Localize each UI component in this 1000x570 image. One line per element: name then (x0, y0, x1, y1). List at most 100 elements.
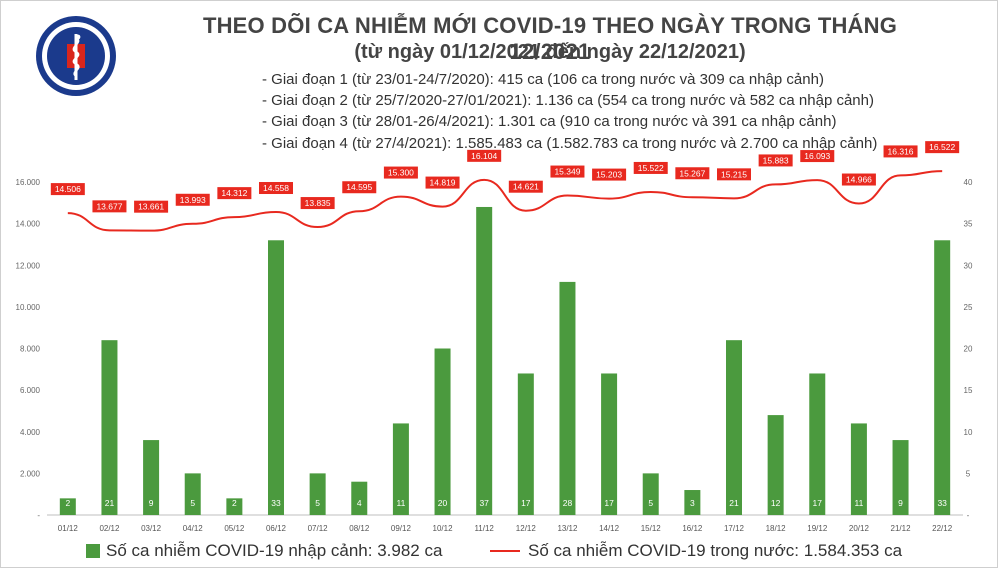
x-axis-tick-label: 14/12 (599, 524, 620, 533)
line-label-box (758, 154, 793, 167)
bar-imported-17/12 (726, 340, 742, 515)
line-value-label: 13.835 (305, 198, 331, 208)
bar-imported-20/12 (850, 423, 867, 515)
line-value-label: 15.522 (638, 163, 664, 173)
bar-imported-03/12 (143, 440, 160, 515)
x-axis-tick-label: 06/12 (266, 524, 287, 533)
bar-value-label: 11 (854, 498, 863, 508)
line-label-box (259, 182, 293, 195)
bar-value-label: 17 (521, 498, 531, 508)
bar-value-label: 4 (357, 498, 362, 508)
legend-label-domestic: Số ca nhiễm COVID-19 trong nước: 1.584.3… (528, 541, 903, 560)
y-left-tick-label: 2.000 (20, 469, 41, 478)
chart-title: THEO DÕI CA NHIỄM MỚI COVID-19 THEO NGÀY… (202, 13, 898, 64)
line-label-box (425, 176, 460, 189)
legend-item-imported: Số ca nhiễm COVID-19 nhập cảnh: 3.982 ca (86, 541, 442, 561)
bar-imported-15/12 (642, 473, 659, 515)
x-axis-tick-label: 05/12 (224, 524, 245, 533)
y-right-tick-label: 25 (964, 303, 973, 312)
x-axis-tick-label: 15/12 (641, 524, 662, 533)
bar-value-label: 2 (65, 498, 70, 508)
x-axis-tick-label: 22/12 (932, 524, 953, 533)
line-value-label: 13.677 (96, 201, 122, 211)
x-axis-tick-label: 11/12 (474, 524, 494, 533)
bar-imported-05/12 (226, 498, 243, 515)
line-value-label: 14.966 (846, 175, 872, 185)
line-value-label: 15.203 (596, 170, 622, 180)
bar-value-label: 20 (438, 498, 448, 508)
ministry-of-health-logo (36, 16, 116, 96)
line-value-label: 14.312 (221, 188, 247, 198)
x-axis-tick-label: 03/12 (141, 524, 162, 533)
bar-imported-06/12 (268, 240, 284, 515)
y-left-tick-label: 8.000 (20, 345, 41, 354)
bar-value-label: 9 (149, 498, 154, 508)
line-value-label: 15.883 (763, 155, 789, 165)
y-left-tick-label: - (37, 511, 40, 520)
line-label-box (592, 168, 627, 181)
line-value-label: 14.819 (430, 178, 456, 188)
x-axis-tick-label: 10/12 (433, 524, 454, 533)
line-label-box (175, 193, 210, 206)
line-label-box (383, 166, 418, 179)
bar-value-label: 21 (729, 498, 739, 508)
y-left-tick-label: 6.000 (20, 386, 41, 395)
x-axis-tick-label: 04/12 (183, 524, 204, 533)
line-series-domestic-cases: 14.506 13.677 13.661 13.993 14.312 14.558 13.8… (50, 141, 960, 232)
x-axis-tick-label: 16/12 (682, 524, 703, 533)
bar-imported-11/12 (476, 206, 493, 515)
bar-imported-21/12 (892, 440, 909, 515)
phase-3-text: - Giai đoạn 3 (từ 28/01-26/4/2021): 1.30… (262, 113, 837, 131)
chart-subtitle: (từ ngày 01/12/2021 đến ngày 22/12/2021) (354, 41, 746, 63)
line-value-label: 15.300 (388, 168, 414, 178)
x-axis-tick-label: 01/12 (58, 524, 79, 533)
phase-4-text: - Giai đoạn 4 (từ 27/4/2021): 1.585.483 … (262, 134, 878, 152)
bar-value-label: 5 (190, 498, 195, 508)
line-value-label: 15.215 (721, 169, 747, 179)
y-right-tick-label: 20 (964, 345, 973, 354)
chart-legend: Số ca nhiễm COVID-19 nhập cảnh: 3.982 ca… (86, 541, 966, 565)
bar-value-label: 33 (937, 498, 947, 508)
line-value-label: 16.522 (929, 142, 955, 152)
line-label-box (92, 200, 127, 213)
line-value-label: 14.595 (346, 182, 372, 192)
x-axis-tick-label: 20/12 (849, 524, 870, 533)
line-label-box (467, 149, 502, 162)
line-label-box (134, 200, 169, 213)
legend-swatch-bar (86, 544, 100, 558)
bar-imported-04/12 (184, 473, 201, 515)
line-value-label: 15.267 (679, 168, 705, 178)
x-axis-tick-label: 12/12 (516, 524, 537, 533)
line-value-label: 13.993 (180, 195, 206, 205)
x-axis-ticks: 01/12 02/12 03/12 04/12 05/12 06/12 07/12 08/12… (58, 524, 953, 533)
line-domestic-path (67, 170, 943, 232)
bar-value-label: 37 (479, 498, 489, 508)
y-left-tick-label: 14.000 (16, 220, 41, 229)
bar-value-label: 5 (315, 498, 320, 508)
line-value-label: 16.316 (888, 146, 914, 156)
phase-summary-list: - Giai đoạn 1 (từ 23/01-24/7/2020): 415 … (262, 69, 877, 154)
x-axis-tick-label: 21/12 (891, 524, 912, 533)
line-label-box (342, 181, 377, 194)
bar-imported-19/12 (809, 373, 826, 515)
bar-imported-12/12 (517, 373, 534, 515)
bar-value-label: 5 (648, 498, 653, 508)
y-right-tick-label: - (967, 511, 970, 520)
line-value-label: 16.093 (804, 151, 830, 161)
line-value-label: 15.349 (554, 167, 580, 177)
y-left-tick-label: 10.000 (16, 303, 41, 312)
y-right-tick-label: 30 (964, 261, 973, 270)
line-label-box (217, 187, 252, 200)
y-right-tick-label: 10 (964, 428, 973, 437)
line-label-box (717, 168, 751, 181)
x-axis-tick-label: 07/12 (308, 524, 329, 533)
bar-value-label: 17 (813, 498, 823, 508)
bar-value-label: 12 (771, 498, 781, 508)
bar-value-label: 2 (232, 498, 237, 508)
bar-imported-07/12 (309, 473, 326, 515)
bar-imported-18/12 (767, 415, 784, 515)
bar-value-label: 11 (396, 498, 405, 508)
y-right-tick-label: 15 (964, 386, 973, 395)
line-label-box (50, 183, 85, 196)
